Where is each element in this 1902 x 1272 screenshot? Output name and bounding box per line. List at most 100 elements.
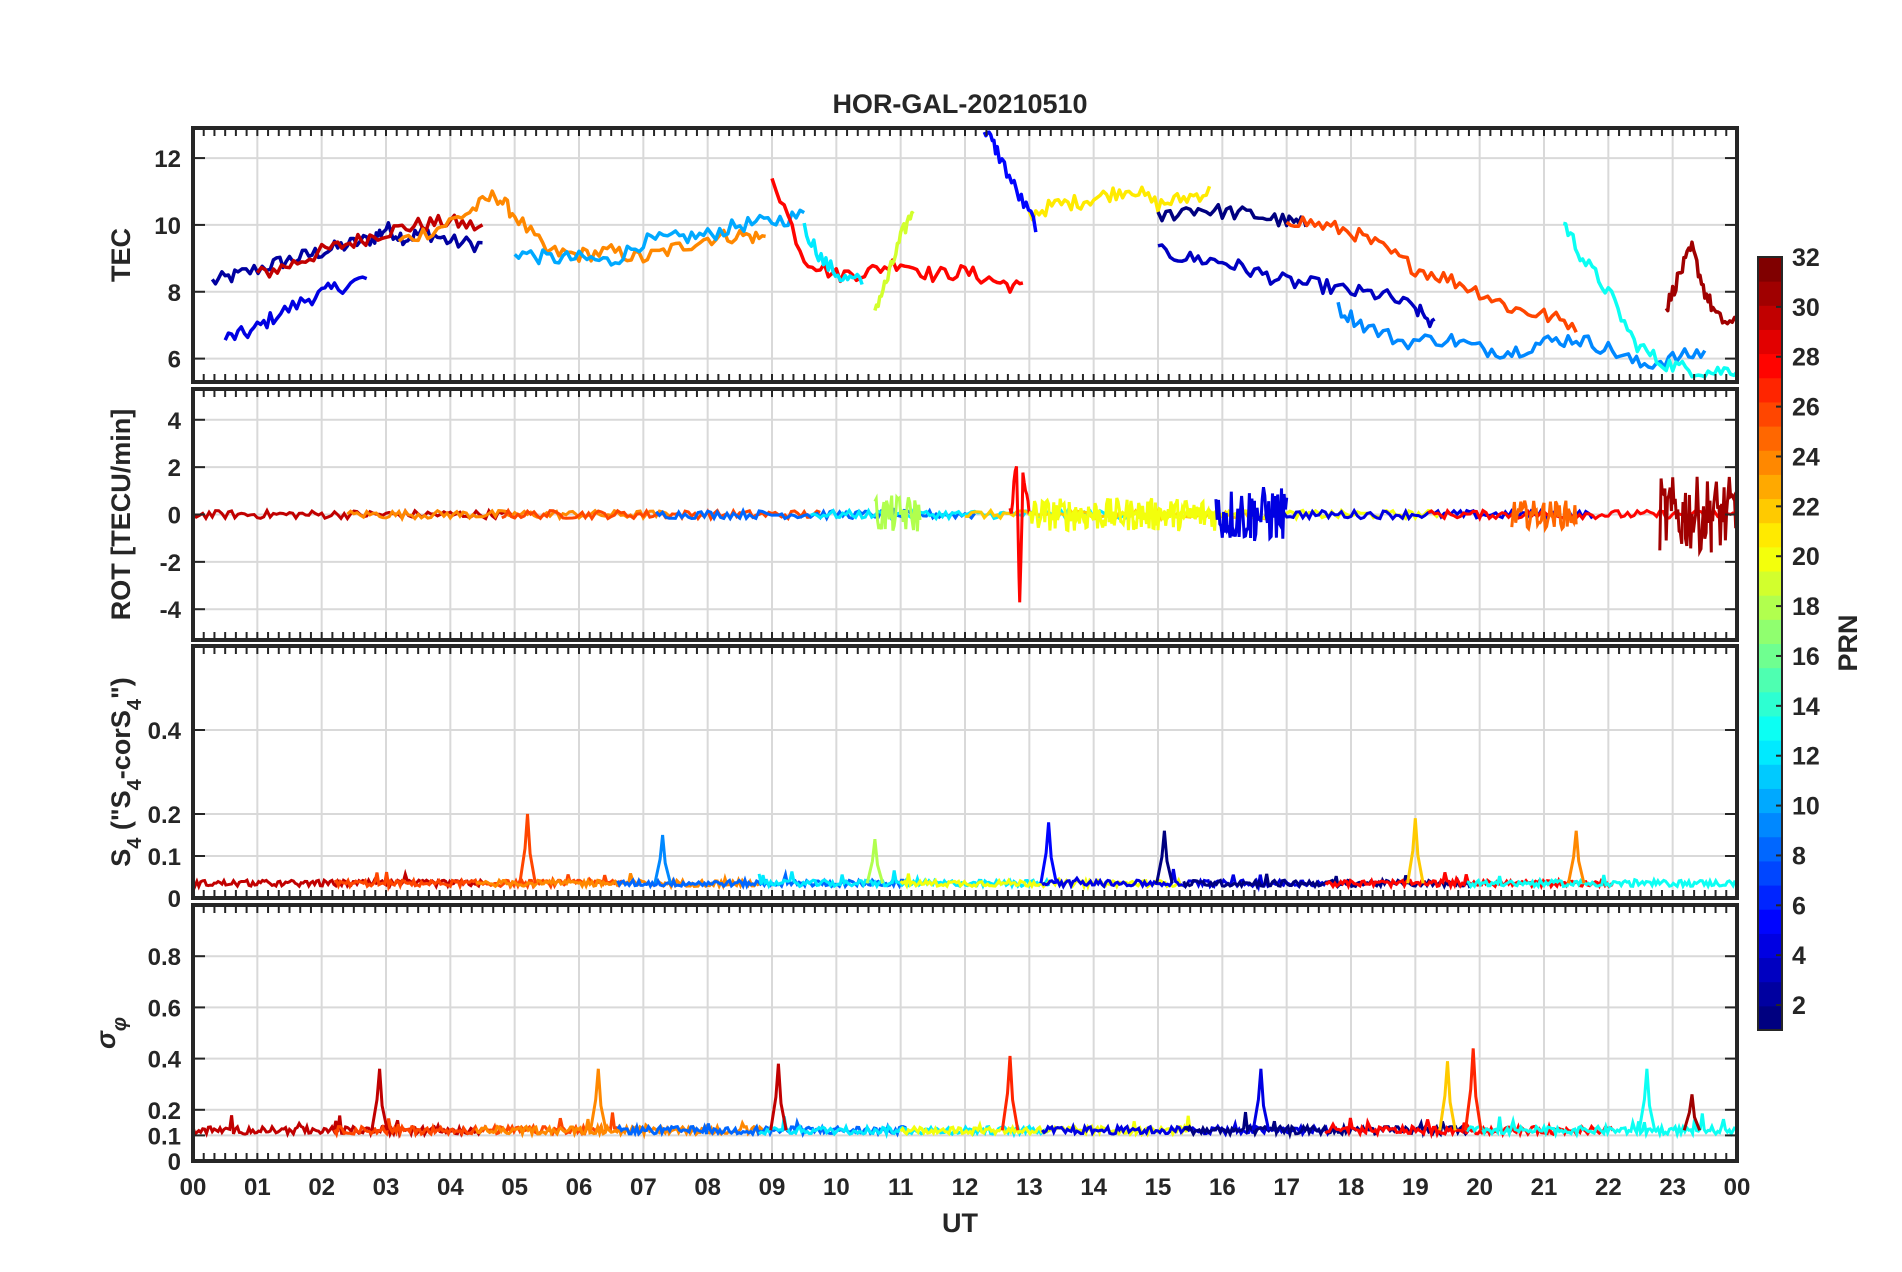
series-group	[193, 1048, 1737, 1140]
x-tick-label: 20	[1466, 1174, 1493, 1201]
index-peak	[1637, 1068, 1657, 1131]
rot-baseline-line	[346, 508, 671, 523]
x-tick-label: 17	[1273, 1174, 1300, 1201]
minor-ticks	[192, 128, 1728, 382]
tec-series-line	[1664, 240, 1737, 326]
y-axis-label: ROT [TECU/min]	[106, 409, 136, 620]
tec-series-line	[513, 208, 806, 267]
x-tick-label: 11	[888, 1174, 913, 1201]
tec-series-line	[1027, 185, 1212, 222]
tec-series-line	[223, 275, 368, 342]
x-tick-label: 00	[1724, 1174, 1751, 1201]
colorbar-tick-label: 2	[1792, 992, 1806, 1020]
colorbar-band	[1758, 957, 1782, 983]
y-tick-label: 0	[168, 886, 181, 913]
y-axis-label-part: 4	[124, 837, 146, 849]
y-tick-label: 0.6	[148, 995, 181, 1022]
x-tick-label: 06	[566, 1174, 593, 1201]
x-tick-label: 16	[1209, 1174, 1236, 1201]
colorbar-band	[1758, 329, 1782, 355]
colorbar-band	[1758, 450, 1782, 475]
x-tick-label: 15	[1145, 1174, 1172, 1201]
colorbar-tick-label: 22	[1792, 493, 1820, 521]
y-axis-label-part: 4	[124, 698, 146, 710]
colorbar-band	[1758, 909, 1782, 934]
x-tick-label: 23	[1659, 1174, 1686, 1201]
x-tick-label: 01	[244, 1174, 271, 1201]
y-tick-label: 0.2	[148, 802, 181, 829]
index-peak	[865, 839, 885, 884]
colorbar-tick-label: 12	[1792, 743, 1820, 771]
y-axis-label: σφ	[91, 1017, 131, 1049]
index-peak	[370, 1068, 389, 1131]
colorbar-tick-label: 32	[1792, 244, 1820, 272]
colorbar-tick-label: 24	[1792, 443, 1820, 471]
tec-series-line	[1156, 202, 1308, 228]
y-tick-label: 8	[168, 280, 181, 307]
index-peak	[1155, 830, 1174, 884]
y-axis-label-part: S	[106, 849, 136, 867]
tec-series-line	[802, 222, 864, 286]
colorbar-tick-label: 28	[1792, 344, 1820, 372]
colorbar-band	[1758, 595, 1782, 620]
colorbar-band	[1758, 836, 1782, 862]
y-tick-label: -4	[160, 597, 182, 624]
panel-s4: 00.10.20.4S4 ("S4-corS4")	[106, 644, 1739, 913]
colorbar-band	[1758, 619, 1782, 644]
colorbar-band	[1758, 474, 1782, 500]
colorbar-band	[1758, 691, 1782, 717]
colorbar-tick-label: 18	[1792, 593, 1820, 621]
y-tick-label: 0.1	[148, 844, 181, 871]
tec-series-line	[1157, 243, 1436, 329]
x-tick-label: 04	[437, 1174, 464, 1201]
index-peak	[1682, 1094, 1702, 1131]
series-group	[193, 813, 1737, 893]
colorbar-tick-label: 26	[1792, 394, 1820, 422]
x-tick-label: 03	[373, 1174, 400, 1201]
minor-ticks	[192, 389, 1728, 640]
index-peak	[653, 834, 672, 884]
y-axis-label-part: ("S	[106, 790, 136, 837]
x-tick-label: 08	[694, 1174, 721, 1201]
colorbar-band	[1758, 571, 1782, 596]
rot-series-line	[1027, 497, 1218, 533]
y-tick-label: 0	[168, 503, 181, 530]
colorbar-band	[1758, 1005, 1782, 1031]
y-tick-label: 10	[154, 213, 181, 240]
tec-series-line	[873, 210, 915, 311]
colorbar-band	[1758, 740, 1782, 765]
tec-series-line	[1562, 221, 1737, 379]
index-peak	[1464, 1048, 1483, 1131]
x-tick-label: 09	[759, 1174, 786, 1201]
y-axis-label: TEC	[106, 228, 136, 282]
y-axis-label-part: ")	[106, 677, 136, 699]
colorbar-band	[1758, 305, 1782, 330]
x-tick-label: 13	[1016, 1174, 1043, 1201]
colorbar-label: PRN	[1833, 614, 1863, 671]
y-tick-label: 6	[168, 347, 181, 374]
y-tick-label: 0.8	[148, 944, 181, 971]
tec-series-line	[982, 130, 1038, 233]
x-tick-labels: 00 01 02 03 04 05 06 07 08 09 10 11 12 13 14 15 16 17 18 19…	[180, 1174, 1751, 1201]
index-peak	[1566, 830, 1586, 884]
colorbar-band	[1758, 426, 1782, 451]
colorbar-band	[1758, 981, 1782, 1007]
minor-ticks	[192, 646, 1728, 898]
y-axis-label-part: 4	[124, 778, 146, 790]
x-tick-label: 19	[1402, 1174, 1429, 1201]
rot-series-line	[1658, 476, 1737, 558]
y-axis-label-part: σ	[91, 1030, 121, 1049]
panel-tec: 6 8 10 12 TEC	[106, 126, 1739, 384]
index-baseline-line	[1465, 1113, 1737, 1140]
rot-series-line	[1510, 500, 1578, 534]
x-tick-label: 18	[1338, 1174, 1365, 1201]
index-peak	[769, 1063, 788, 1131]
tec-series-line	[770, 177, 1024, 294]
panel-rot: -4 -2 0 2 4 ROT [TECU/min]	[106, 387, 1739, 642]
rot-series-line	[873, 493, 922, 532]
x-tick-label: 10	[823, 1174, 850, 1201]
colorbar-band	[1758, 522, 1782, 548]
